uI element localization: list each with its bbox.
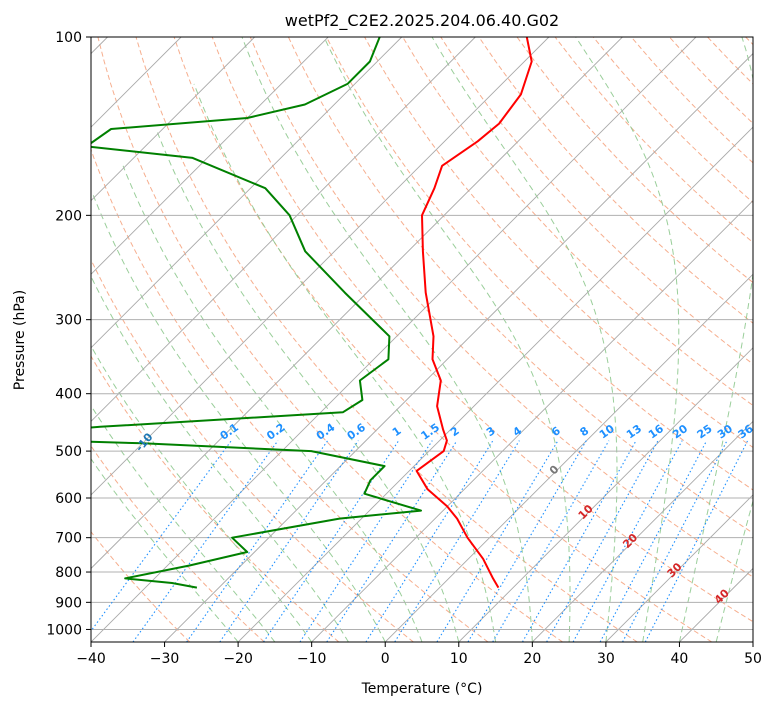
x-axis-label: Temperature (°C) bbox=[361, 681, 483, 697]
dry-adiabat-line bbox=[249, 37, 753, 578]
moist-adiabat-line bbox=[91, 457, 239, 642]
mixing-ratio-line bbox=[394, 440, 520, 642]
isotherm-line bbox=[237, 126, 753, 642]
x-tick-label: −20 bbox=[223, 651, 253, 667]
isotherm-line bbox=[164, 52, 753, 642]
dry-adiabat-line bbox=[91, 148, 489, 642]
dry-adiabat-line bbox=[478, 37, 753, 324]
mixing-ratio-line bbox=[521, 440, 637, 642]
mixing-ratio-line bbox=[622, 440, 728, 642]
mixing-ratio-line bbox=[263, 440, 400, 642]
dewpoint-profile-line bbox=[91, 37, 422, 589]
mixing-ratio-line bbox=[299, 440, 433, 642]
moist-adiabat-line bbox=[91, 345, 313, 642]
moist-adiabat-line bbox=[715, 498, 753, 642]
isotherm-line bbox=[532, 420, 753, 642]
y-tick-label: 400 bbox=[55, 387, 82, 403]
background-lines bbox=[91, 37, 753, 642]
y-tick-label: 100 bbox=[55, 30, 82, 46]
isotherm-line bbox=[458, 347, 753, 642]
y-tick-label: 600 bbox=[55, 491, 82, 507]
mixing-ratio-lines bbox=[91, 440, 749, 642]
moist-adiabat-line bbox=[122, 165, 423, 642]
dry-adiabat-line bbox=[516, 37, 753, 284]
x-tick-label: −30 bbox=[150, 651, 180, 667]
y-tick-label: 300 bbox=[55, 313, 82, 329]
axis-ticks: −40 −30 −20 −10 0 10 20 30 40 50 100 200 300 400 500 60… bbox=[46, 30, 762, 667]
dry-adiabat-line bbox=[211, 37, 753, 623]
x-tick-label: −40 bbox=[76, 651, 106, 667]
y-axis-label: Pressure (hPa) bbox=[12, 290, 28, 390]
x-tick-label: 0 bbox=[381, 651, 390, 667]
temperature-profile-line bbox=[415, 37, 533, 589]
moist-adiabat-line bbox=[678, 37, 753, 642]
dry-adiabat-line bbox=[135, 37, 638, 642]
y-tick-label: 800 bbox=[55, 565, 82, 581]
mixing-ratio-line bbox=[186, 440, 329, 642]
x-tick-label: 30 bbox=[597, 651, 615, 667]
y-tick-label: 200 bbox=[55, 208, 82, 224]
sounding-profiles bbox=[91, 37, 533, 589]
dry-adiabat-line bbox=[91, 445, 265, 642]
mixing-ratio-label: 36 bbox=[736, 422, 756, 442]
moist-adiabat-line bbox=[241, 37, 533, 642]
mixing-ratio-line bbox=[492, 440, 610, 642]
isotherm-line bbox=[91, 37, 697, 642]
dry-adiabat-line bbox=[91, 531, 191, 642]
isotherm-line bbox=[91, 37, 255, 202]
isotherm-line bbox=[91, 37, 403, 349]
moist-adiabat-line bbox=[91, 404, 276, 642]
isotherm-line bbox=[384, 273, 753, 642]
y-tick-label: 1000 bbox=[46, 622, 82, 638]
dry-adiabat-line bbox=[402, 37, 753, 407]
mixing-ratio-line bbox=[644, 440, 749, 642]
mixing-ratio-line bbox=[132, 440, 279, 642]
isotherm-line bbox=[311, 200, 753, 642]
dry-adiabat-line bbox=[91, 355, 340, 642]
x-tick-label: 40 bbox=[671, 651, 689, 667]
moist-adiabat-line bbox=[431, 37, 618, 642]
y-tick-label: 500 bbox=[55, 444, 82, 460]
isotherm-line bbox=[91, 37, 329, 275]
x-tick-label: −10 bbox=[297, 651, 327, 667]
chart-title: wetPf2_C2E2.2025.204.06.40.G02 bbox=[285, 11, 559, 31]
mixing-ratio-line bbox=[467, 440, 587, 642]
x-tick-label: 20 bbox=[523, 651, 541, 667]
x-tick-label: 10 bbox=[450, 651, 468, 667]
y-tick-label: 900 bbox=[55, 595, 82, 611]
moist-adiabat-line bbox=[575, 37, 680, 642]
dry-adiabat-line bbox=[326, 37, 753, 491]
isotherm-line bbox=[91, 37, 623, 570]
x-tick-label: 50 bbox=[744, 651, 762, 667]
mixing-ratio-line bbox=[91, 440, 232, 632]
isotherm-line bbox=[91, 37, 550, 496]
plot-frame bbox=[90, 36, 754, 643]
isotherm-line bbox=[91, 37, 476, 422]
moist-adiabat-line bbox=[92, 195, 386, 642]
mixing-ratio-line bbox=[219, 440, 359, 642]
moist-adiabat-line bbox=[193, 83, 497, 642]
dry-adiabat-line bbox=[97, 37, 563, 642]
isotherm-line bbox=[605, 494, 753, 642]
mixing-ratio-line bbox=[436, 440, 559, 642]
y-tick-label: 700 bbox=[55, 531, 82, 547]
